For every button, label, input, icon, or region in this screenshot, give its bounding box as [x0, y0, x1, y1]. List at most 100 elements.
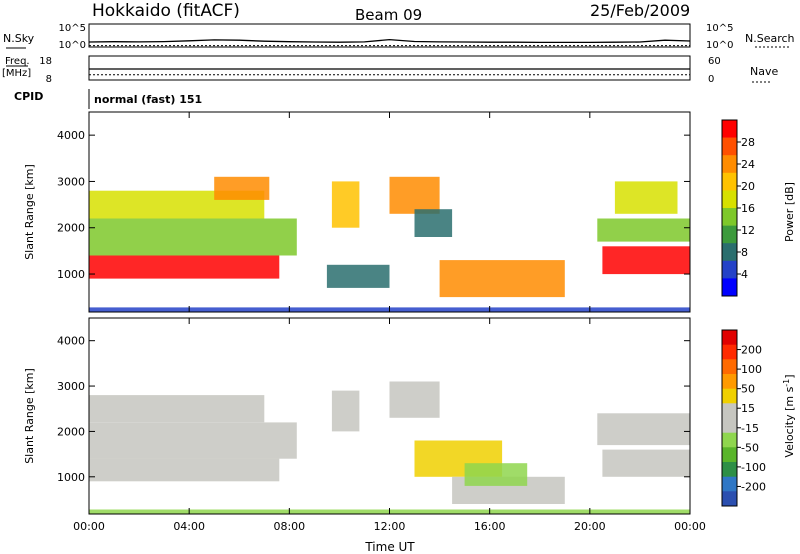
y-tick-label: 2000: [57, 425, 85, 438]
cpid-mode: normal (fast) 151: [94, 93, 202, 106]
colorbar-tick-label: 50: [741, 383, 755, 396]
velocity-y-label: Slant Range [km]: [23, 368, 36, 464]
power-colorbar: 28 24 20 16 12 8 4 Power [dB]: [721, 119, 796, 297]
data-region: [326, 264, 390, 288]
colorbar-swatch: [722, 208, 737, 226]
colorbar-tick-label: -15: [741, 422, 759, 435]
freq-frame: [88, 55, 691, 81]
data-region: [464, 463, 528, 486]
power-colorbar-label: Power [dB]: [783, 182, 796, 242]
freq-panel: Freq. [MHz] 18 8 Nave 60 0: [2, 55, 778, 85]
velocity-colorbar-ticks: 200 100 50 15 -15 -50 -100 -200: [737, 344, 766, 493]
data-region: [214, 176, 270, 200]
data-region: [89, 255, 280, 279]
data-region: [389, 381, 440, 418]
colorbar-swatch: [722, 137, 737, 156]
colorbar-swatch: [722, 432, 737, 448]
colorbar-swatch: [722, 418, 737, 433]
y-tick-label: 2000: [57, 222, 85, 235]
velocity-y-axis: 1000 2000 3000 4000: [57, 335, 690, 484]
beam-title: Beam 09: [355, 6, 422, 24]
colorbar-tick-label: 4: [741, 268, 748, 281]
power-panel: 1000 2000 3000 4000 Slant Range [km]: [23, 111, 691, 313]
data-region: [439, 260, 565, 298]
data-region: [89, 422, 297, 459]
colorbar-swatch: [722, 155, 737, 174]
power-data: [89, 176, 690, 312]
velocity-colorbar-label-end: ]: [783, 374, 796, 378]
y-tick-label: 3000: [57, 380, 85, 393]
colorbar-swatch: [722, 491, 737, 507]
station-title: Hokkaido (fitACF): [92, 1, 240, 21]
colorbar-tick-label: 200: [741, 344, 762, 357]
nsearch-tick-top: 10^5: [706, 23, 733, 34]
colorbar-tick-label: 20: [741, 180, 755, 193]
nsky-tick-top: 10^5: [59, 23, 86, 34]
y-tick-label: 4000: [57, 335, 85, 348]
nsky-tick-bottom: 10^0: [59, 40, 86, 51]
y-tick-label: 3000: [57, 175, 85, 188]
colorbar-swatch: [722, 374, 737, 389]
colorbar-tick-label: 100: [741, 363, 762, 376]
data-region: [602, 449, 690, 477]
colorbar-tick-label: 16: [741, 202, 755, 215]
colorbar-swatch: [722, 344, 737, 360]
freq-label: Freq.: [5, 56, 30, 67]
x-tick-label: 08:00: [273, 520, 305, 533]
date-title: 25/Feb/2009: [590, 1, 690, 20]
colorbar-swatch: [722, 359, 737, 375]
data-region: [614, 181, 678, 214]
colorbar-swatch: [722, 260, 737, 279]
colorbar-swatch: [722, 120, 737, 138]
nsky-label: N.Sky: [3, 32, 35, 45]
nsky-line: [88, 38, 691, 44]
colorbar-swatch: [722, 172, 737, 191]
data-region: [602, 246, 690, 275]
data-region: [331, 390, 360, 432]
power-x-axis-marks: [88, 112, 691, 312]
nsearch-label: N.Search: [745, 32, 795, 45]
power-colorbar-ticks: 28 24 20 16 12 8 4: [737, 136, 755, 281]
nsearch-tick-bottom: 10^0: [706, 40, 733, 51]
colorbar-swatch: [722, 225, 737, 244]
x-tick-label: 04:00: [173, 520, 205, 533]
colorbar-swatch: [722, 190, 737, 209]
colorbar-tick-label: -200: [741, 480, 766, 493]
x-tick-label: 16:00: [474, 520, 506, 533]
colorbar-tick-label: 8: [741, 246, 748, 259]
nave-tick-top: 60: [708, 56, 721, 67]
velocity-colorbar-label: Velocity [m s-1]: [782, 374, 796, 457]
nave-tick-bottom: 0: [708, 74, 714, 85]
colorbar-swatch: [722, 278, 737, 297]
velocity-x-axis: 00:00 04:00 08:00 12:00 16:00 20:00 00:00: [73, 318, 706, 533]
colorbar-swatch: [722, 447, 737, 463]
velocity-data: [89, 381, 690, 514]
y-tick-label: 1000: [57, 268, 85, 281]
power-y-axis: 1000 2000 3000 4000: [57, 129, 690, 281]
colorbar-swatch: [722, 476, 737, 492]
power-y-label: Slant Range [km]: [23, 164, 36, 260]
colorbar-swatch: [722, 330, 737, 345]
colorbar-swatch: [722, 243, 737, 262]
x-axis-label: Time UT: [364, 540, 415, 554]
colorbar-swatch: [722, 388, 737, 404]
x-tick-label: 00:00: [674, 520, 706, 533]
colorbar-swatch: [722, 403, 737, 419]
velocity-panel: 1000 2000 3000 4000 00:00 04:00 08:00 12:00 16:…: [23, 317, 706, 554]
y-tick-label: 1000: [57, 471, 85, 484]
velocity-colorbar: 200 100 50 15 -15 -50 -100 -200 Velocity [m s-1…: [721, 329, 796, 507]
colorbar-tick-label: -50: [741, 441, 759, 454]
data-region: [597, 413, 690, 446]
colorbar-tick-label: -100: [741, 461, 766, 474]
x-tick-label: 12:00: [374, 520, 406, 533]
data-region: [89, 458, 280, 482]
nsky-frame: [88, 23, 691, 48]
x-tick-label: 20:00: [574, 520, 606, 533]
nave-label: Nave: [750, 65, 778, 78]
nsky-panel: N.Sky 10^5 10^0 N.Search 10^5 10^0: [3, 23, 795, 51]
velocity-colorbar-frame: [721, 329, 738, 507]
velocity-colorbar-label-sup: -1: [782, 379, 791, 387]
cpid-label: CPID: [14, 90, 43, 103]
freq-unit: [MHz]: [2, 68, 31, 79]
